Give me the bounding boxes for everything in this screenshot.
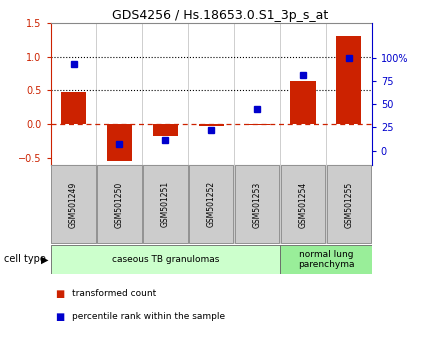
Bar bbox=[61, 92, 86, 124]
Bar bbox=[107, 124, 132, 161]
Bar bbox=[245, 124, 270, 125]
Text: GSM501254: GSM501254 bbox=[298, 181, 308, 228]
FancyBboxPatch shape bbox=[235, 165, 279, 244]
Text: GDS4256 / Hs.18653.0.S1_3p_s_at: GDS4256 / Hs.18653.0.S1_3p_s_at bbox=[112, 9, 328, 22]
FancyBboxPatch shape bbox=[280, 245, 372, 274]
Bar bbox=[198, 124, 224, 126]
Bar bbox=[153, 124, 178, 136]
Text: ■: ■ bbox=[55, 289, 64, 299]
FancyBboxPatch shape bbox=[326, 165, 371, 244]
Bar bbox=[290, 81, 315, 124]
FancyBboxPatch shape bbox=[51, 245, 280, 274]
Text: cell type: cell type bbox=[4, 254, 46, 264]
Text: GSM501252: GSM501252 bbox=[207, 181, 216, 228]
Text: ■: ■ bbox=[55, 312, 64, 322]
FancyBboxPatch shape bbox=[51, 165, 96, 244]
Text: GSM501251: GSM501251 bbox=[161, 181, 170, 228]
Text: caseous TB granulomas: caseous TB granulomas bbox=[112, 255, 219, 264]
Text: percentile rank within the sample: percentile rank within the sample bbox=[72, 312, 225, 321]
Text: normal lung
parenchyma: normal lung parenchyma bbox=[298, 250, 354, 269]
Text: GSM501255: GSM501255 bbox=[345, 181, 353, 228]
Text: ▶: ▶ bbox=[40, 254, 48, 264]
Text: GSM501253: GSM501253 bbox=[253, 181, 262, 228]
FancyBboxPatch shape bbox=[189, 165, 234, 244]
Text: GSM501249: GSM501249 bbox=[69, 181, 78, 228]
FancyBboxPatch shape bbox=[143, 165, 187, 244]
FancyBboxPatch shape bbox=[281, 165, 325, 244]
Text: GSM501250: GSM501250 bbox=[115, 181, 124, 228]
Bar bbox=[336, 36, 362, 124]
Text: transformed count: transformed count bbox=[72, 289, 156, 298]
FancyBboxPatch shape bbox=[97, 165, 142, 244]
